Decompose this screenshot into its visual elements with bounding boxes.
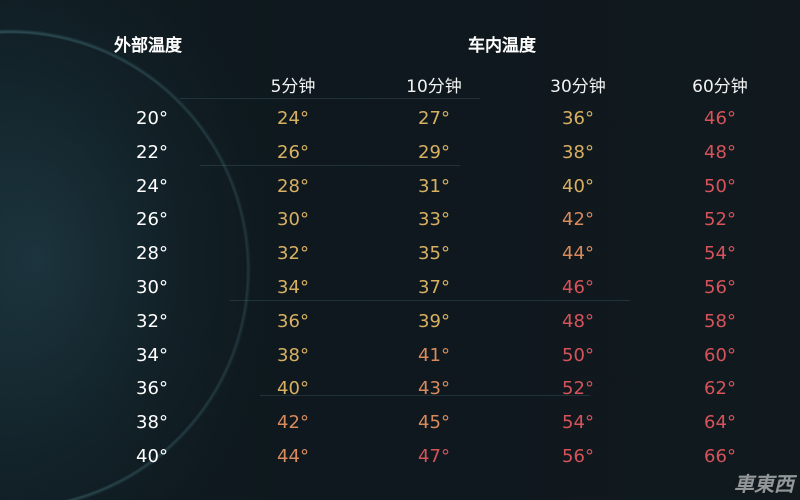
inside-temp-cell: 29°	[418, 141, 450, 163]
column-header-60min: 60分钟	[692, 77, 748, 97]
inside-temp-cell: 60°	[704, 344, 736, 366]
inside-temp-cell: 64°	[704, 412, 736, 434]
inside-temp-cell: 56°	[704, 277, 736, 298]
outside-temp-cell: 24°	[136, 175, 168, 197]
outside-temp-cell: 38°	[136, 412, 168, 434]
inside-temp-cell: 44°	[277, 446, 309, 467]
inside-temp-cell: 46°	[562, 277, 594, 298]
inside-temp-cell: 40°	[277, 378, 309, 400]
inside-temp-cell: 40°	[562, 175, 594, 197]
inside-temp-cell: 44°	[562, 243, 594, 265]
inside-temp-cell: 39°	[418, 310, 450, 332]
inside-temp-cell: 38°	[277, 344, 309, 366]
circuit-line	[260, 395, 590, 396]
inside-temp-header: 车内温度	[468, 36, 536, 56]
outside-temp-cell: 32°	[136, 310, 168, 332]
inside-temp-cell: 43°	[418, 378, 450, 400]
inside-temp-cell: 35°	[418, 243, 450, 265]
inside-temp-cell: 52°	[704, 209, 736, 231]
inside-temp-cell: 48°	[704, 141, 736, 163]
column-header-10min: 10分钟	[406, 77, 462, 97]
watermark-logo: 車東西	[734, 472, 794, 496]
outside-temp-cell: 30°	[136, 277, 168, 298]
inside-temp-cell: 48°	[562, 310, 594, 332]
inside-temp-cell: 38°	[562, 141, 594, 163]
circuit-line	[180, 98, 480, 99]
inside-temp-cell: 26°	[277, 141, 309, 163]
outside-temp-header: 外部温度	[114, 36, 182, 56]
inside-temp-cell: 58°	[704, 310, 736, 332]
inside-temp-cell: 62°	[704, 378, 736, 400]
inside-temp-cell: 50°	[562, 344, 594, 366]
inside-temp-cell: 47°	[418, 446, 450, 467]
inside-temp-cell: 28°	[277, 175, 309, 197]
outside-temp-cell: 22°	[136, 141, 168, 163]
column-header-5min: 5分钟	[270, 77, 316, 97]
inside-temp-cell: 52°	[562, 378, 594, 400]
circuit-line	[200, 165, 460, 166]
inside-temp-cell: 54°	[562, 412, 594, 434]
inside-temp-cell: 56°	[562, 446, 594, 467]
outside-temp-cell: 34°	[136, 344, 168, 366]
inside-temp-cell: 34°	[277, 277, 309, 298]
inside-temp-cell: 50°	[704, 175, 736, 197]
inside-temp-cell: 27°	[418, 108, 450, 129]
outside-temp-cell: 36°	[136, 378, 168, 400]
inside-temp-cell: 36°	[277, 310, 309, 332]
inside-temp-cell: 54°	[704, 243, 736, 265]
outside-temp-cell: 40°	[136, 446, 168, 467]
inside-temp-cell: 41°	[418, 344, 450, 366]
inside-temp-cell: 31°	[418, 175, 450, 197]
inside-temp-cell: 24°	[277, 108, 309, 129]
inside-temp-cell: 37°	[418, 277, 450, 298]
inside-temp-cell: 45°	[418, 412, 450, 434]
inside-temp-cell: 66°	[704, 446, 736, 467]
outside-temp-cell: 26°	[136, 209, 168, 231]
inside-temp-cell: 33°	[418, 209, 450, 231]
inside-temp-cell: 36°	[562, 108, 594, 129]
inside-temp-cell: 30°	[277, 209, 309, 231]
column-header-30min: 30分钟	[550, 77, 606, 97]
outside-temp-cell: 28°	[136, 243, 168, 265]
inside-temp-cell: 32°	[277, 243, 309, 265]
inside-temp-cell: 42°	[562, 209, 594, 231]
inside-temp-cell: 46°	[704, 108, 736, 129]
inside-temp-cell: 42°	[277, 412, 309, 434]
circuit-line	[230, 300, 630, 301]
outside-temp-cell: 20°	[136, 108, 168, 129]
